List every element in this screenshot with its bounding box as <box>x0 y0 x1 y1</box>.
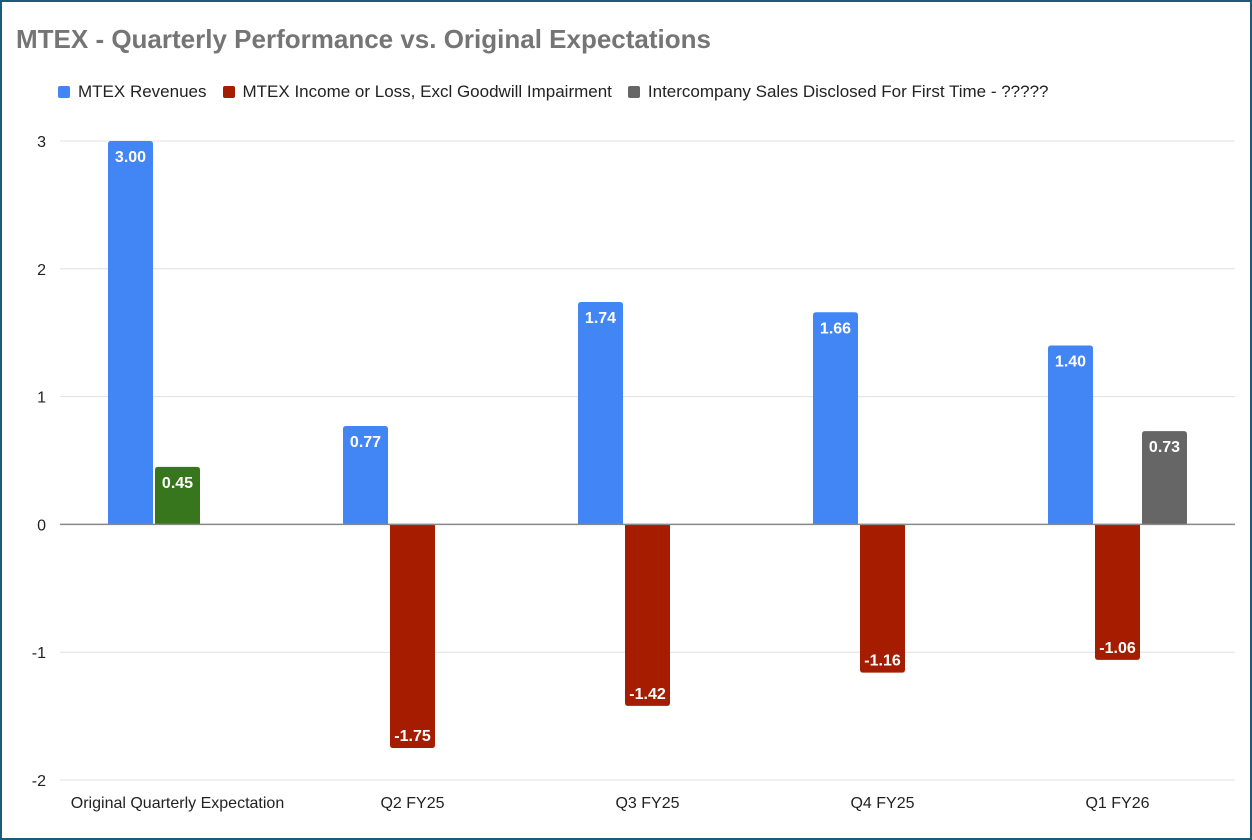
data-label: -1.42 <box>629 686 666 703</box>
data-label: 0.45 <box>162 475 193 492</box>
legend-label: MTEX Income or Loss, Excl Goodwill Impai… <box>242 82 612 101</box>
data-label: -1.16 <box>864 653 901 670</box>
data-label: 1.74 <box>585 310 616 327</box>
data-label: -1.06 <box>1099 640 1136 657</box>
chart-title: MTEX - Quarterly Performance vs. Origina… <box>16 24 711 54</box>
data-label: 1.66 <box>820 320 851 337</box>
bar <box>860 524 905 673</box>
bar <box>343 425 388 525</box>
y-tick-label: 1 <box>37 390 46 407</box>
x-tick-label: Q4 FY25 <box>850 795 914 812</box>
legend-swatch <box>222 86 235 98</box>
legend: MTEX Revenues MTEX Income or Loss, Excl … <box>58 82 1049 102</box>
bar <box>625 524 670 706</box>
bar <box>578 302 623 525</box>
bar <box>1095 524 1140 660</box>
bar <box>108 141 153 525</box>
legend-swatch <box>58 86 70 98</box>
y-tick-label: -2 <box>32 773 46 790</box>
bar <box>390 524 435 749</box>
x-tick-label: Original Quarterly Expectation <box>71 795 284 812</box>
data-label: 1.40 <box>1055 353 1086 370</box>
bar <box>813 312 858 525</box>
legend-swatch <box>627 86 640 98</box>
x-tick-label: Q1 FY26 <box>1085 795 1149 812</box>
data-label: 0.73 <box>1149 439 1180 456</box>
x-tick-label: Q3 FY25 <box>615 795 679 812</box>
bar <box>1142 431 1187 525</box>
legend-label: MTEX Revenues <box>78 82 207 101</box>
legend-label: Intercompany Sales Disclosed For First T… <box>647 82 1049 101</box>
x-tick-label: Q2 FY25 <box>380 795 444 812</box>
legend-item-income: MTEX Income or Loss, Excl Goodwill Impai… <box>222 82 612 102</box>
legend-item-revenues: MTEX Revenues <box>58 82 207 102</box>
y-tick-label: 3 <box>37 134 46 151</box>
bar <box>155 466 200 525</box>
y-tick-label: -1 <box>32 645 46 662</box>
data-label: 3.00 <box>115 149 146 166</box>
data-label: -1.75 <box>394 728 431 745</box>
bar <box>1048 345 1093 525</box>
y-tick-label: 0 <box>37 517 46 534</box>
y-tick-label: 2 <box>37 262 46 279</box>
data-label: 0.77 <box>350 434 381 451</box>
legend-item-intercompany: Intercompany Sales Disclosed For First T… <box>627 82 1049 102</box>
